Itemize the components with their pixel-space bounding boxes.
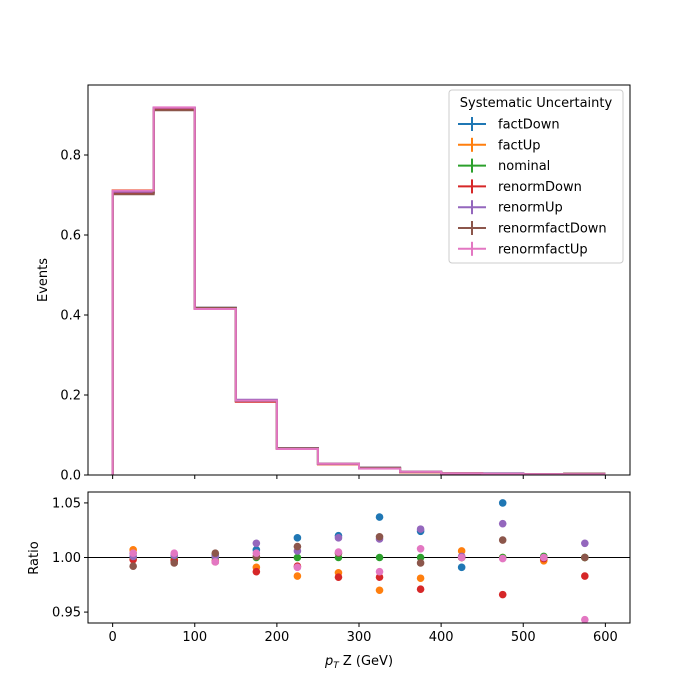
legend-entry-renormfactDown: renormfactDown (458, 221, 607, 237)
legend-label-renormDown: renormDown (498, 180, 582, 195)
ratio-point-factDown (375, 513, 384, 521)
x-axis-label-subscript: T (333, 661, 340, 671)
legend-label-nominal: nominal (498, 159, 550, 174)
ratio-point-renormDown (498, 590, 507, 599)
legend-entry-factDown: factDown (458, 117, 560, 133)
x-axis-label: pT Z (GeV) (324, 654, 393, 671)
legend-label-factDown: factDown (498, 118, 560, 133)
legend-entry-factUp: factUp (458, 137, 541, 153)
ratio-y-tick-label: 1.05 (52, 496, 81, 511)
ratio-point-renormfactUp (416, 544, 425, 553)
ratio-x-tick-label: 0 (108, 630, 116, 645)
ratio-point-renormUp (416, 525, 425, 533)
ratio-point-renormfactUp (457, 553, 466, 562)
ratio-point-renormfactUp (334, 548, 343, 556)
ratio-panel: 0.95 1.00 1.05 0 100 200 300 400 500 600 Ratio p… (27, 491, 631, 671)
ratio-point-renormfactDown (416, 559, 425, 567)
main-y-tick-label: 0.6 (60, 229, 81, 244)
ratio-point-renormfactUp (375, 567, 384, 576)
ratio-point-renormfactUp (252, 549, 261, 557)
legend-label-renormfactDown: renormfactDown (498, 222, 607, 237)
ratio-point-renormUp (498, 519, 507, 528)
ratio-point-renormUp (334, 534, 343, 542)
legend-entry-renormDown: renormDown (458, 179, 582, 195)
ratio-point-renormUp (581, 539, 589, 548)
ratio-point-renormDown (334, 573, 343, 581)
ratio-point-renormUp (252, 539, 261, 548)
ratio-point-renormfactDown (498, 536, 507, 544)
ratio-point-renormfactDown (170, 559, 179, 567)
ratio-point-renormfactDown (211, 549, 220, 557)
ratio-x-ticks: 0 100 200 300 400 500 600 (108, 623, 618, 645)
main-panel: 0.0 0.2 0.4 0.6 0.8 Events Systematic Uncert… (36, 84, 631, 484)
ratio-point-renormfactDown (375, 532, 384, 541)
main-y-tick-label: 0.2 (60, 389, 81, 404)
ratio-y-ticks: 0.95 1.00 1.05 (52, 496, 88, 621)
ratio-point-renormfactUp (581, 615, 589, 623)
legend-items: factDown factUp nominal renormDown renormUp r… (458, 117, 607, 257)
legend-label-renormfactUp: renormfactUp (498, 242, 588, 257)
x-axis-label-p: p (324, 654, 333, 669)
main-y-tick-label: 0.0 (60, 469, 81, 484)
main-y-axis-label: Events (36, 258, 51, 302)
ratio-point-nominal (293, 553, 302, 562)
ratio-point-factDown (293, 534, 302, 542)
ratio-point-renormfactUp (170, 549, 179, 557)
legend-title: Systematic Uncertainty (460, 96, 613, 111)
ratio-y-tick-label: 0.95 (52, 606, 81, 621)
ratio-point-factUp (375, 586, 384, 595)
ratio-point-renormDown (375, 573, 384, 581)
main-x-ticks (112, 475, 606, 479)
legend-label-renormUp: renormUp (498, 201, 563, 216)
ratio-point-renormDown (252, 567, 261, 576)
ratio-point-renormDown (416, 585, 425, 593)
ratio-point-factDown (498, 499, 507, 507)
ratio-point-factUp (293, 572, 302, 580)
legend-entry-nominal: nominal (458, 158, 550, 174)
ratio-y-tick-label: 1.00 (52, 551, 81, 566)
main-y-tick-label: 0.4 (60, 309, 81, 324)
x-axis-label-rest: Z (GeV) (339, 654, 393, 669)
ratio-x-tick-label: 500 (511, 630, 536, 645)
ratio-point-factUp (416, 574, 425, 583)
ratio-x-tick-label: 100 (182, 630, 207, 645)
ratio-point-factUp (457, 547, 466, 555)
ratio-point-renormDown (581, 572, 589, 580)
legend: Systematic Uncertainty factDown factUp nom… (448, 89, 624, 264)
ratio-point-renormfactUp (129, 549, 137, 557)
ratio-point-renormfactDown (129, 562, 137, 571)
ratio-point-renormfactUp (539, 553, 548, 562)
main-y-tick-label: 0.8 (60, 149, 81, 164)
ratio-point-nominal (375, 553, 384, 562)
ratio-point-factDown (457, 563, 466, 572)
ratio-point-renormfactDown (293, 542, 302, 551)
ratio-points-group (129, 499, 589, 623)
ratio-x-tick-label: 200 (264, 630, 289, 645)
ratio-point-renormfactUp (498, 554, 507, 563)
ratio-x-tick-label: 300 (347, 630, 372, 645)
ratio-point-renormfactDown (581, 553, 589, 562)
ratio-x-tick-label: 600 (593, 630, 618, 645)
main-y-ticks: 0.0 0.2 0.4 0.6 0.8 (60, 149, 88, 484)
legend-box (448, 89, 624, 264)
legend-label-factUp: factUp (498, 138, 541, 153)
ratio-x-tick-label: 400 (429, 630, 454, 645)
legend-entry-renormfactUp: renormfactUp (458, 241, 588, 257)
ratio-y-axis-label: Ratio (27, 541, 42, 574)
main-series-group (111, 106, 606, 476)
ratio-point-nominal (416, 553, 425, 562)
step-series-renormfactUp (111, 106, 606, 476)
ratio-point-renormfactUp (211, 558, 220, 566)
legend-entry-renormUp: renormUp (458, 200, 563, 216)
ratio-point-renormfactUp (293, 563, 302, 572)
